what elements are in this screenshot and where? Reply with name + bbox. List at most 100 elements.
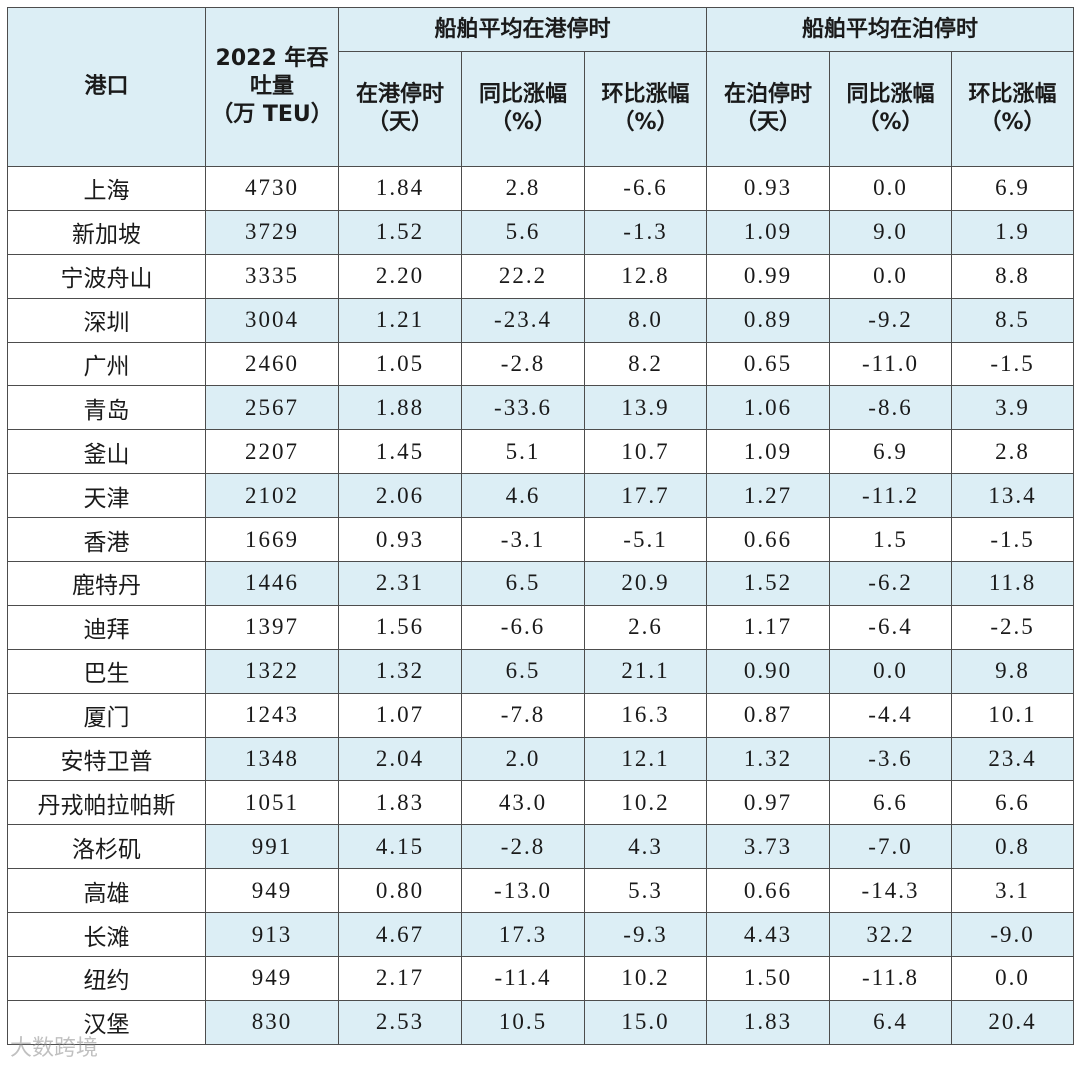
port-name-cell: 釜山 [7, 429, 206, 475]
throughput-cell: 949 [205, 956, 339, 1001]
port-time-cell: 1.21 [338, 297, 462, 343]
berth-time-label: 在泊停时 [724, 82, 813, 107]
table-row: 上海 4730 1.84 2.8 -6.6 0.93 0.0 6.9 [7, 166, 1075, 211]
port-mom-cell: 2.6 [583, 604, 708, 650]
berth-yoy-cell: -9.2 [829, 297, 953, 343]
port-name-cell: 深圳 [7, 297, 206, 343]
port-name-cell: 汉堡 [7, 999, 206, 1045]
berth-mom-cell: 3.1 [951, 868, 1075, 914]
throughput-cell: 1322 [205, 648, 339, 694]
berth-yoy-cell: -6.2 [829, 561, 953, 606]
port-time-cell: 1.45 [338, 429, 462, 475]
table-row: 长滩 913 4.67 17.3 -9.3 4.43 32.2 -9.0 [7, 912, 1075, 958]
port-yoy-cell: 2.0 [461, 736, 585, 782]
berth-yoy-cell: 32.2 [829, 912, 953, 958]
berth-mom-cell: 0.0 [951, 956, 1075, 1001]
port-yoy-cell: 5.1 [461, 429, 585, 475]
table-row: 深圳 3004 1.21 -23.4 8.0 0.89 -9.2 8.5 [7, 297, 1075, 343]
berth-mom-cell: 0.8 [951, 824, 1075, 870]
berth-yoy-cell: -6.4 [829, 604, 953, 650]
berth-mom-cell: -1.5 [951, 517, 1075, 563]
table-row: 厦门 1243 1.07 -7.8 16.3 0.87 -4.4 10.1 [7, 692, 1075, 738]
port-name-cell: 宁波舟山 [7, 253, 206, 299]
port-time-cell: 1.07 [338, 692, 462, 738]
port-name-cell: 安特卫普 [7, 736, 206, 782]
berth-time-column-header: 在泊停时 （天） [706, 51, 831, 167]
table-row: 釜山 2207 1.45 5.1 10.7 1.09 6.9 2.8 [7, 429, 1075, 475]
throughput-cell: 1051 [205, 780, 339, 826]
berth-yoy-cell: 1.5 [829, 517, 953, 563]
berth-mom-cell: 20.4 [951, 999, 1075, 1045]
berth-yoy-cell: -8.6 [829, 385, 953, 431]
berth-time-cell: 0.65 [706, 341, 831, 387]
port-name-cell: 新加坡 [7, 209, 206, 255]
port-yoy-cell: -13.0 [461, 868, 585, 914]
berth-yoy-cell: -11.8 [829, 956, 953, 1001]
port-name-cell: 长滩 [7, 912, 206, 958]
port-time-cell: 1.88 [338, 385, 462, 431]
port-yoy-cell: 22.2 [461, 253, 585, 299]
throughput-column-header: 2022 年吞 吐量 （万 TEU） [205, 7, 339, 167]
berth-yoy-cell: 0.0 [829, 166, 953, 211]
table-row: 丹戎帕拉帕斯 1051 1.83 43.0 10.2 0.97 6.6 6.6 [7, 780, 1075, 826]
throughput-cell: 1243 [205, 692, 339, 738]
throughput-cell: 2102 [205, 473, 339, 519]
port-yoy-column-header: 同比涨幅 （%） [461, 51, 585, 167]
throughput-cell: 1348 [205, 736, 339, 782]
berth-time-cell: 0.89 [706, 297, 831, 343]
berth-time-cell: 0.87 [706, 692, 831, 738]
table-row: 巴生 1322 1.32 6.5 21.1 0.90 0.0 9.8 [7, 648, 1075, 694]
table-row: 新加坡 3729 1.52 5.6 -1.3 1.09 9.0 1.9 [7, 209, 1075, 255]
throughput-cell: 991 [205, 824, 339, 870]
port-mom-cell: 16.3 [583, 692, 708, 738]
port-yoy-cell: -2.8 [461, 824, 585, 870]
berth-mom-cell: 10.1 [951, 692, 1075, 738]
berth-time-cell: 1.83 [706, 999, 831, 1045]
port-yoy-cell: -3.1 [461, 517, 585, 563]
berth-mom-cell: 6.9 [951, 166, 1075, 211]
port-time-cell: 1.56 [338, 604, 462, 650]
berth-mom-cell: 2.8 [951, 429, 1075, 475]
berth-yoy-cell: -3.6 [829, 736, 953, 782]
group-header-berth-stay: 船舶平均在泊停时 [706, 7, 1075, 52]
berth-yoy-cell: 6.6 [829, 780, 953, 826]
throughput-cell: 3335 [205, 253, 339, 299]
berth-time-cell: 1.52 [706, 561, 831, 606]
berth-time-cell: 1.50 [706, 956, 831, 1001]
watermark: 大数跨境 [10, 1036, 99, 1061]
berth-time-cell: 0.90 [706, 648, 831, 694]
berth-mom-cell: 3.9 [951, 385, 1075, 431]
table-row: 洛杉矶 991 4.15 -2.8 4.3 3.73 -7.0 0.8 [7, 824, 1075, 870]
berth-time-cell: 0.66 [706, 868, 831, 914]
berth-mom-cell: 8.5 [951, 297, 1075, 343]
berth-time-cell: 0.93 [706, 166, 831, 211]
throughput-cell: 949 [205, 868, 339, 914]
port-mom-cell: 10.7 [583, 429, 708, 475]
port-mom-cell: 4.3 [583, 824, 708, 870]
berth-mom-label: 环比涨幅 [968, 82, 1057, 107]
port-time-cell: 2.53 [338, 999, 462, 1045]
port-name-cell: 天津 [7, 473, 206, 519]
port-time-label: 在港停时 [355, 82, 444, 107]
port-time-unit: （天） [366, 110, 433, 135]
berth-yoy-cell: 6.4 [829, 999, 953, 1045]
berth-time-cell: 0.97 [706, 780, 831, 826]
berth-time-unit: （天） [735, 110, 802, 135]
port-mom-cell: -5.1 [583, 517, 708, 563]
port-yoy-cell: -23.4 [461, 297, 585, 343]
berth-yoy-cell: 0.0 [829, 253, 953, 299]
throughput-cell: 2207 [205, 429, 339, 475]
berth-time-cell: 4.43 [706, 912, 831, 958]
port-mom-cell: 12.8 [583, 253, 708, 299]
berth-mom-unit: （%） [979, 110, 1046, 135]
port-yoy-cell: -11.4 [461, 956, 585, 1001]
berth-yoy-cell: 9.0 [829, 209, 953, 255]
port-column-header: 港口 [7, 7, 206, 167]
berth-time-cell: 3.73 [706, 824, 831, 870]
berth-yoy-cell: -11.2 [829, 473, 953, 519]
port-name-cell: 洛杉矶 [7, 824, 206, 870]
table-row: 高雄 949 0.80 -13.0 5.3 0.66 -14.3 3.1 [7, 868, 1075, 914]
port-mom-cell: 10.2 [583, 956, 708, 1001]
berth-mom-cell: 23.4 [951, 736, 1075, 782]
port-yoy-cell: 6.5 [461, 648, 585, 694]
